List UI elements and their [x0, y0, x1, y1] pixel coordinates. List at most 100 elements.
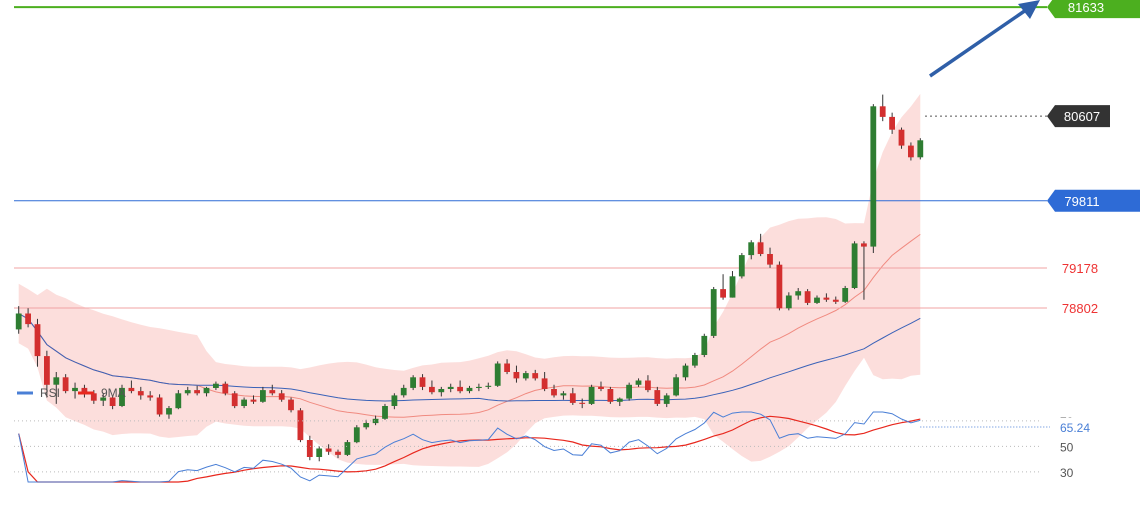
candle-body [767, 254, 773, 265]
candle [513, 365, 520, 383]
candle [738, 252, 745, 279]
level-badge-81633 [1047, 0, 1140, 19]
moving-average-50 [18, 313, 921, 402]
candle-body [222, 383, 229, 394]
candle-body [494, 363, 501, 386]
candle [241, 397, 247, 409]
candle-body [306, 440, 313, 457]
candle-body [335, 451, 341, 455]
candle-body [569, 393, 576, 403]
candle-body [344, 442, 351, 455]
candle [15, 306, 22, 334]
candle [476, 383, 482, 392]
candle-body [241, 399, 247, 406]
candle [832, 296, 839, 304]
candle [560, 391, 567, 400]
candle [551, 384, 557, 398]
candle-body [184, 390, 191, 394]
candle-body [15, 313, 22, 330]
rsi-line [18, 411, 921, 483]
candle [663, 393, 670, 408]
candle [353, 425, 360, 444]
candle-body [861, 243, 867, 247]
candle [626, 382, 632, 401]
candle [128, 380, 135, 394]
candle-body [579, 402, 586, 404]
candle-body [898, 129, 905, 146]
current-price-label: 80607 [1064, 109, 1100, 124]
candle-body [616, 398, 623, 402]
candle-body [701, 335, 708, 355]
candle-body [119, 387, 125, 406]
candle [720, 274, 726, 300]
candle-body [795, 291, 802, 296]
candle-body [363, 423, 370, 428]
candle-body [231, 393, 238, 407]
candle-body [908, 145, 914, 158]
candle-body [410, 377, 416, 388]
candle [607, 386, 614, 404]
candle-body [785, 295, 792, 309]
candle [729, 271, 736, 298]
candle [231, 391, 238, 409]
candle [335, 449, 341, 459]
candle-body [62, 377, 69, 392]
candle-body [889, 116, 895, 130]
candle [175, 390, 182, 410]
candle-body [851, 243, 858, 288]
candle-body [466, 387, 473, 392]
candle-body [917, 140, 924, 158]
candle-body [522, 373, 529, 379]
candle [100, 393, 107, 407]
candle-body [250, 399, 257, 402]
candle [53, 372, 60, 404]
level-badge-79811 [1047, 189, 1140, 212]
candle [870, 104, 877, 253]
candle-body [729, 276, 736, 298]
candle-body [842, 288, 849, 302]
candle-body [429, 386, 435, 393]
candle [795, 288, 802, 300]
level-label-81633: 81633 [1068, 0, 1104, 15]
candle-body [156, 397, 163, 415]
candle [654, 386, 661, 407]
candle [598, 381, 604, 392]
level-label-79178: 79178 [1062, 261, 1098, 276]
candle [879, 94, 886, 122]
candle [429, 380, 435, 395]
candle [710, 286, 717, 338]
candle-body [382, 406, 388, 419]
candle [288, 397, 294, 413]
candle-body [551, 389, 557, 396]
candle [166, 406, 172, 419]
candle-body [654, 390, 661, 404]
legend-label-rsi: RSI [40, 386, 60, 400]
candle [814, 295, 820, 304]
forecast-arrow-head [1018, 0, 1040, 19]
candle-body [166, 408, 172, 415]
candle-body [81, 387, 88, 394]
candle [466, 385, 473, 394]
candle-body [645, 380, 651, 391]
candle-body [44, 356, 50, 385]
candle [861, 241, 867, 300]
candle [588, 384, 595, 405]
candle-body [532, 373, 539, 379]
candle-body [757, 242, 764, 254]
candle [278, 390, 285, 402]
candle-body [447, 386, 454, 389]
candle [269, 384, 276, 396]
candle-body [485, 385, 492, 387]
candle-body [832, 299, 839, 302]
candle [541, 372, 548, 392]
bollinger-band [18, 93, 921, 467]
candle-body [288, 399, 294, 411]
candle [447, 383, 454, 393]
candle-body [814, 297, 820, 303]
candle-body [823, 297, 830, 300]
candle [635, 378, 642, 387]
candle-body [213, 383, 219, 388]
current-price-badge [1047, 105, 1110, 128]
candle [785, 292, 792, 311]
